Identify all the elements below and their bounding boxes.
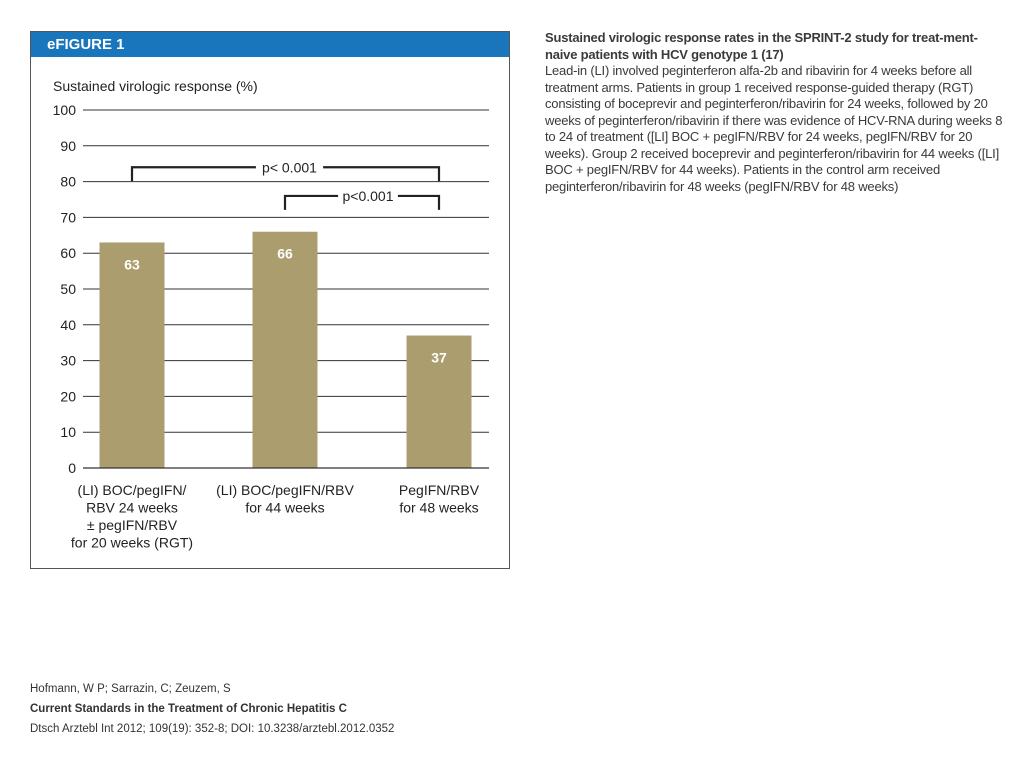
x-category-label: PegIFN/RBV — [399, 482, 480, 498]
x-category-label: for 44 weeks — [245, 500, 324, 516]
x-category-label: for 48 weeks — [399, 500, 478, 516]
significance-label: p<0.001 — [343, 188, 394, 204]
x-category-label: RBV 24 weeks — [86, 500, 178, 516]
figure-caption: Sustained virologic response rates in th… — [545, 30, 1005, 195]
y-axis-label: Sustained virologic response (%) — [53, 78, 258, 94]
y-tick-label: 0 — [68, 460, 76, 476]
citation: Hofmann, W P; Sarrazin, C; Zeuzem, S Cur… — [30, 679, 394, 739]
figure-box: eFIGURE 1 Sustained virologic response (… — [30, 31, 510, 569]
figure-label: eFIGURE 1 — [31, 32, 509, 57]
y-tick-label: 40 — [60, 317, 76, 333]
significance-label: p< 0.001 — [262, 159, 317, 175]
x-category-label: (LI) BOC/pegIFN/ — [78, 482, 187, 498]
bar-chart: Sustained virologic response (%) 0 10 20 30 4… — [53, 78, 489, 551]
significance-bracket — [323, 166, 441, 182]
citation-title: Current Standards in the Treatment of Ch… — [30, 703, 347, 715]
bar-value-label: 37 — [431, 350, 447, 366]
y-tick-label: 30 — [60, 353, 76, 369]
bar — [99, 242, 165, 468]
y-tick-label: 20 — [60, 388, 76, 404]
x-category-label: for 20 weeks (RGT) — [71, 535, 193, 551]
bar-value-label: 63 — [124, 256, 140, 272]
citation-authors: Hofmann, W P; Sarrazin, C; Zeuzem, S — [30, 683, 231, 695]
y-tick-label: 90 — [60, 138, 76, 154]
citation-source: Dtsch Arztebl Int 2012; 109(19): 352-8; … — [30, 723, 395, 735]
significance-bracket — [283, 194, 339, 210]
y-tick-label: 60 — [60, 245, 76, 261]
x-category-label: (LI) BOC/pegIFN/RBV — [216, 482, 354, 498]
bar — [406, 335, 472, 468]
caption-title: Sustained virologic response rates in th… — [545, 30, 978, 62]
caption-body: Lead-in (LI) involved peginterferon alfa… — [545, 63, 1003, 194]
bar — [252, 231, 318, 468]
x-category-label: ± pegIFN/RBV — [87, 517, 178, 533]
significance-bracket — [130, 166, 256, 182]
y-tick-label: 10 — [60, 424, 76, 440]
bar-value-label: 66 — [277, 246, 293, 262]
y-tick-label: 70 — [60, 209, 76, 225]
y-tick-label: 50 — [60, 281, 76, 297]
significance-bracket — [397, 194, 441, 210]
y-tick-label: 100 — [53, 102, 77, 118]
y-tick-label: 80 — [60, 174, 76, 190]
